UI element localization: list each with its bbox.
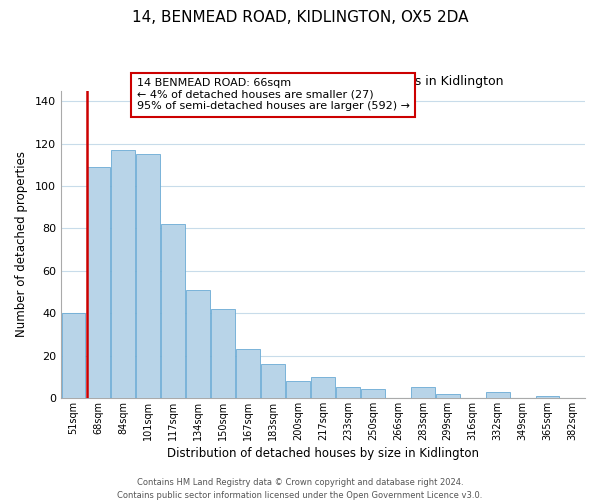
Bar xyxy=(411,388,434,398)
Bar xyxy=(436,394,460,398)
Bar xyxy=(286,381,310,398)
Bar xyxy=(261,364,285,398)
Bar xyxy=(187,290,210,398)
Bar xyxy=(211,309,235,398)
Bar xyxy=(236,349,260,398)
Y-axis label: Number of detached properties: Number of detached properties xyxy=(15,151,28,337)
Bar xyxy=(86,167,110,398)
Text: Contains HM Land Registry data © Crown copyright and database right 2024.
Contai: Contains HM Land Registry data © Crown c… xyxy=(118,478,482,500)
Title: Size of property relative to detached houses in Kidlington: Size of property relative to detached ho… xyxy=(143,75,503,88)
Bar xyxy=(361,390,385,398)
Bar xyxy=(62,313,85,398)
Bar xyxy=(311,376,335,398)
Bar xyxy=(161,224,185,398)
Bar xyxy=(536,396,559,398)
Text: 14 BENMEAD ROAD: 66sqm
← 4% of detached houses are smaller (27)
95% of semi-deta: 14 BENMEAD ROAD: 66sqm ← 4% of detached … xyxy=(137,78,410,112)
Text: 14, BENMEAD ROAD, KIDLINGTON, OX5 2DA: 14, BENMEAD ROAD, KIDLINGTON, OX5 2DA xyxy=(132,10,468,25)
Bar xyxy=(136,154,160,398)
Bar xyxy=(112,150,135,398)
Bar xyxy=(336,388,360,398)
X-axis label: Distribution of detached houses by size in Kidlington: Distribution of detached houses by size … xyxy=(167,447,479,460)
Bar xyxy=(486,392,509,398)
